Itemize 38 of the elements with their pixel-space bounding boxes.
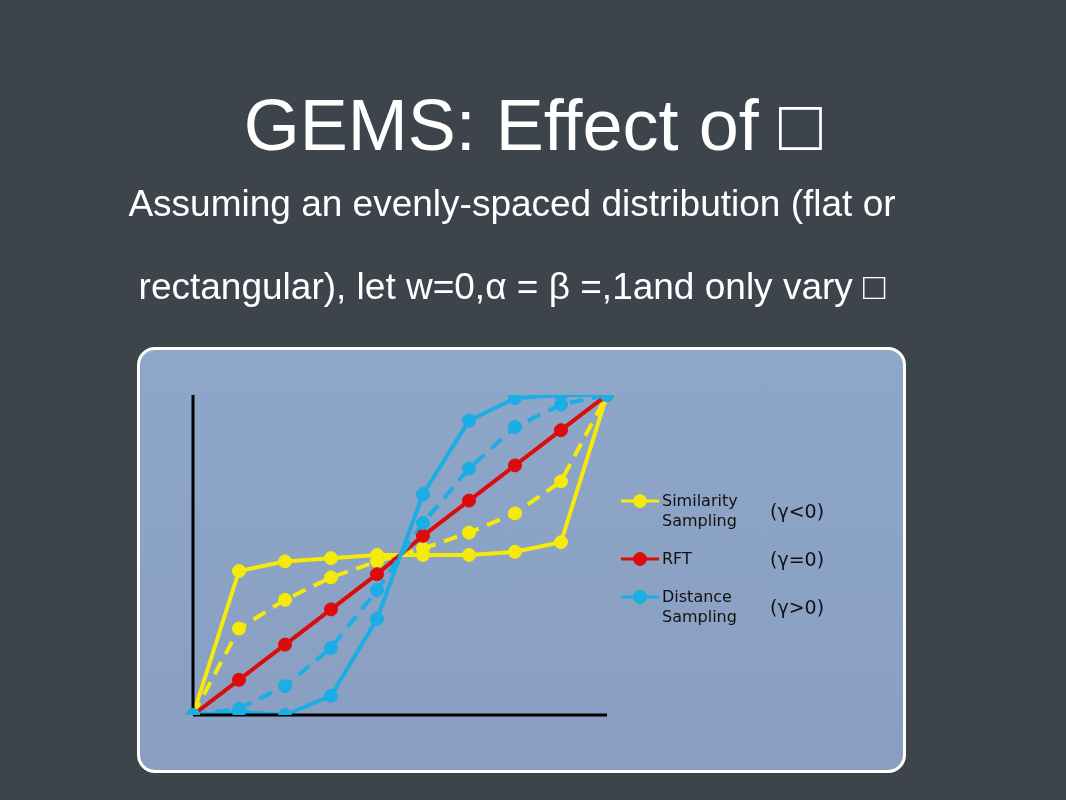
- legend-label: RFT: [662, 549, 693, 569]
- point: [462, 413, 476, 428]
- chart-title: GEMS: Effect of □: [242, 85, 824, 165]
- point: [324, 640, 338, 655]
- point: [232, 621, 246, 636]
- point: [232, 672, 246, 687]
- point: [278, 637, 292, 652]
- point: [462, 461, 476, 476]
- text: (γ<0): [770, 500, 825, 522]
- point: [324, 570, 338, 585]
- point: [554, 423, 568, 438]
- point: [508, 420, 522, 434]
- point: [324, 551, 338, 566]
- legend-label: Distance Sampling: [662, 587, 738, 627]
- point: [278, 554, 292, 569]
- point: [462, 548, 476, 562]
- point: [278, 679, 292, 694]
- point: [232, 564, 246, 578]
- point: [508, 544, 522, 559]
- point: [508, 506, 522, 521]
- point: [278, 592, 292, 607]
- text: (γ=0): [770, 548, 825, 570]
- point: [508, 458, 522, 473]
- point: [554, 535, 568, 550]
- point: [324, 688, 338, 703]
- point: [416, 516, 430, 530]
- point: [370, 612, 384, 626]
- legend-label: Similarity Sampling: [662, 491, 739, 531]
- point: [416, 528, 430, 543]
- point: [416, 487, 430, 502]
- point: [462, 493, 476, 508]
- text: (γ>0): [770, 596, 825, 618]
- point: [462, 525, 476, 540]
- point: [324, 602, 338, 617]
- point: [370, 583, 384, 598]
- chart-subtitle: Assuming an evenly-spaced distribution (flat or rectangular), let w=0,α = β =,1and only vary □: [128, 183, 896, 307]
- point: [370, 567, 384, 582]
- point: [554, 474, 568, 489]
